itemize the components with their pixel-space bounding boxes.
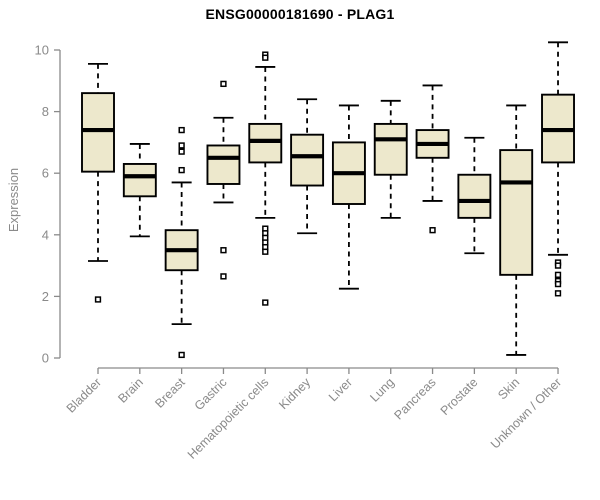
x-axis-category-label: Skin (495, 375, 522, 402)
outlier-point (178, 142, 185, 149)
boxplot-bladder (81, 62, 115, 303)
outlier-point (554, 271, 562, 278)
iqr-box (122, 163, 157, 198)
x-axis-category-label: Breast (152, 375, 188, 411)
outlier-point (554, 280, 562, 288)
boxplot-skin (499, 104, 534, 356)
outlier-point (94, 296, 102, 303)
boxplot-brain (122, 143, 157, 238)
boxplot-lung (373, 99, 408, 219)
iqr-box (290, 133, 325, 187)
outlier-point (429, 227, 436, 234)
y-axis-tick-label: 0 (42, 351, 49, 366)
outlier-point (554, 262, 562, 269)
outlier-point (262, 248, 269, 255)
boxplot-hematopoietic-cells (248, 51, 283, 306)
boxplot-gastric (206, 80, 241, 280)
outlier-point (178, 126, 185, 134)
boxplot-prostate (457, 136, 492, 255)
boxplot-unknown-other (541, 41, 575, 297)
boxplot-kidney (290, 98, 325, 235)
iqr-box (248, 122, 283, 164)
y-axis-tick-label: 2 (42, 289, 49, 304)
boxplot-breast (164, 126, 199, 359)
outlier-point (178, 166, 185, 174)
x-axis-category-label: Hematopoietic cells (185, 375, 272, 462)
x-axis-category-label: Prostate (438, 375, 481, 418)
outlier-point (220, 273, 227, 280)
outlier-point (220, 80, 227, 88)
outlier-point (262, 54, 269, 61)
x-axis-category-label: Pancreas (391, 375, 438, 422)
y-axis-tick-label: 10 (35, 43, 49, 58)
y-axis-tick-label: 6 (42, 166, 49, 181)
outlier-point (262, 299, 269, 306)
x-axis-category-label: Liver (326, 375, 355, 404)
y-axis-tick-label: 8 (42, 104, 49, 119)
x-axis-category-label: Unknown / Other (488, 375, 564, 451)
x-axis-category-label: Kidney (276, 375, 313, 412)
chart-title: ENSG00000181690 - PLAG1 (205, 6, 395, 22)
boxplot-liver (331, 104, 366, 290)
outlier-point (220, 247, 227, 254)
iqr-box (81, 92, 115, 173)
iqr-box (499, 149, 534, 276)
x-axis-category-label: Bladder (64, 375, 104, 415)
boxplot-pancreas (415, 84, 450, 234)
iqr-box (373, 122, 408, 176)
iqr-box (457, 173, 492, 219)
iqr-box (206, 144, 241, 185)
outlier-point (178, 351, 185, 359)
outlier-point (178, 148, 185, 155)
x-axis-category-label: Lung (367, 375, 397, 405)
y-axis-tick-label: 4 (42, 227, 49, 242)
y-axis: 0 2 4 6 8 10 (35, 43, 61, 366)
x-axis-category-label: Brain (115, 375, 146, 406)
x-axis-category-label: Gastric (192, 375, 230, 413)
outlier-point (554, 290, 562, 297)
